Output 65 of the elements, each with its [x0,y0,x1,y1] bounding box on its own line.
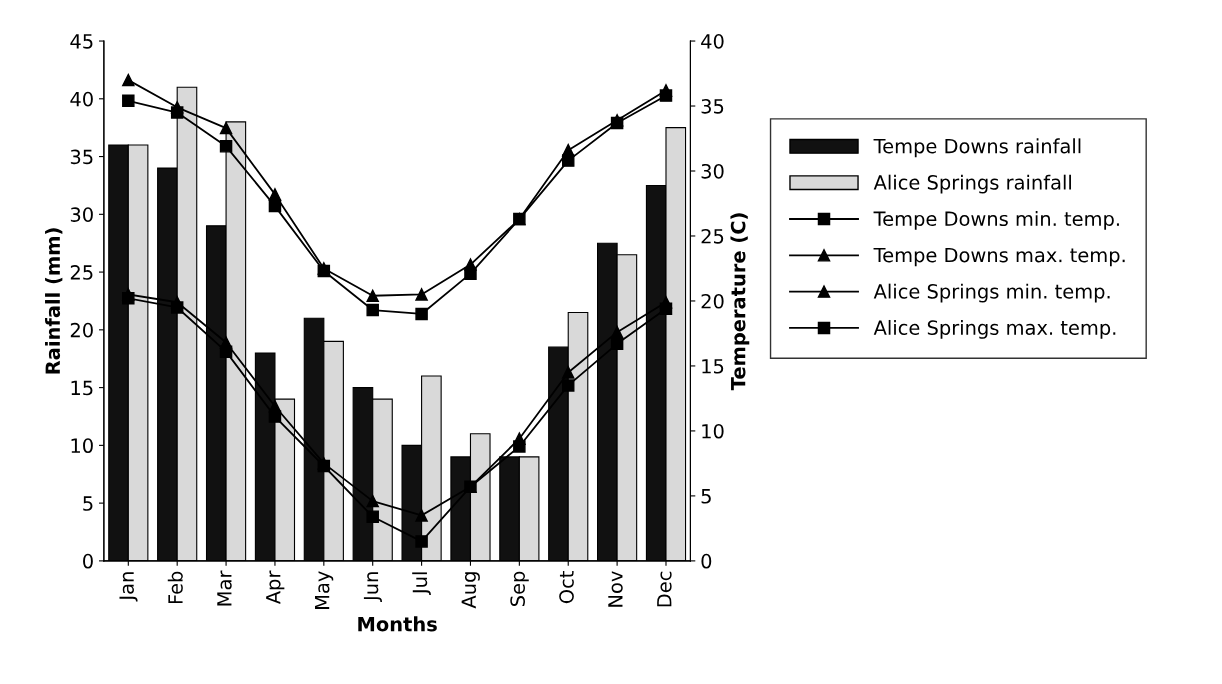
point [366,510,379,523]
y-tick-label: 35 [70,149,93,165]
legend-label: Alice Springs max. temp. [873,319,1116,339]
legend-label: Tempe Downs max. temp. [873,247,1125,267]
legend-label: Alice Springs rainfall [873,174,1071,194]
point [268,188,282,201]
y2-tick-label: 10 [702,423,724,439]
legend-label: Tempe Downs min. temp. [873,211,1119,230]
point [219,121,233,135]
x-tick-label: Aug [461,572,480,609]
x-tick-label: Sep [510,571,529,606]
point [415,288,428,301]
y-tick-label: 5 [83,496,93,511]
point [366,303,379,317]
x-axis-title: Months [358,616,437,632]
x-tick-label: Apr [266,570,285,605]
point [219,140,233,153]
x-tick-label: Jun [363,572,382,602]
point [561,154,575,167]
point [122,73,135,87]
y2-tick-label: 40 [701,34,724,49]
point [561,379,575,392]
point [122,94,135,108]
y-tick-label: 15 [71,380,93,396]
point [561,366,575,379]
y2-tick-label: 35 [701,98,724,114]
x-tick-label: May [315,571,334,609]
point [268,399,282,413]
point [366,289,379,303]
point [415,307,428,321]
point [610,337,624,351]
legend-label: Alice Springs min. temp. [873,283,1110,303]
y-tick-label: 10 [71,438,93,454]
y2-axis-title: Temperature (C) [730,213,750,391]
point [513,432,526,445]
point [464,267,477,280]
point [366,494,379,508]
y-tick-label: 30 [70,207,93,222]
y-tick-label: 0 [83,553,93,569]
point [659,89,673,102]
x-tick-label: Nov [608,571,623,607]
y2-tick-label: 30 [701,163,724,179]
legend-label: Tempe Downs rainfall [873,138,1081,158]
x-tick-label: Jul [412,572,431,596]
y2-tick-label: 5 [701,489,711,504]
x-tick-label: Dec [657,571,672,607]
y2-tick-label: 0 [701,553,712,569]
point [170,106,184,119]
y2-tick-label: 25 [701,228,724,244]
y-tick-label: 20 [70,322,93,338]
x-tick-label: Feb [167,571,183,604]
y-tick-label: 45 [70,34,93,49]
point [610,325,624,339]
point [219,336,233,349]
point [268,199,282,213]
x-tick-label: Mar [217,570,232,606]
y-axis-title: Rainfall (mm) [45,228,63,374]
point [415,535,428,548]
point [415,509,428,522]
x-tick-label: Jan [119,572,138,602]
y2-tick-label: 20 [701,293,724,309]
y2-tick-label: 15 [702,359,724,374]
y-tick-label: 25 [70,265,93,280]
y-tick-label: 40 [70,91,93,107]
x-tick-label: Oct [559,571,574,604]
